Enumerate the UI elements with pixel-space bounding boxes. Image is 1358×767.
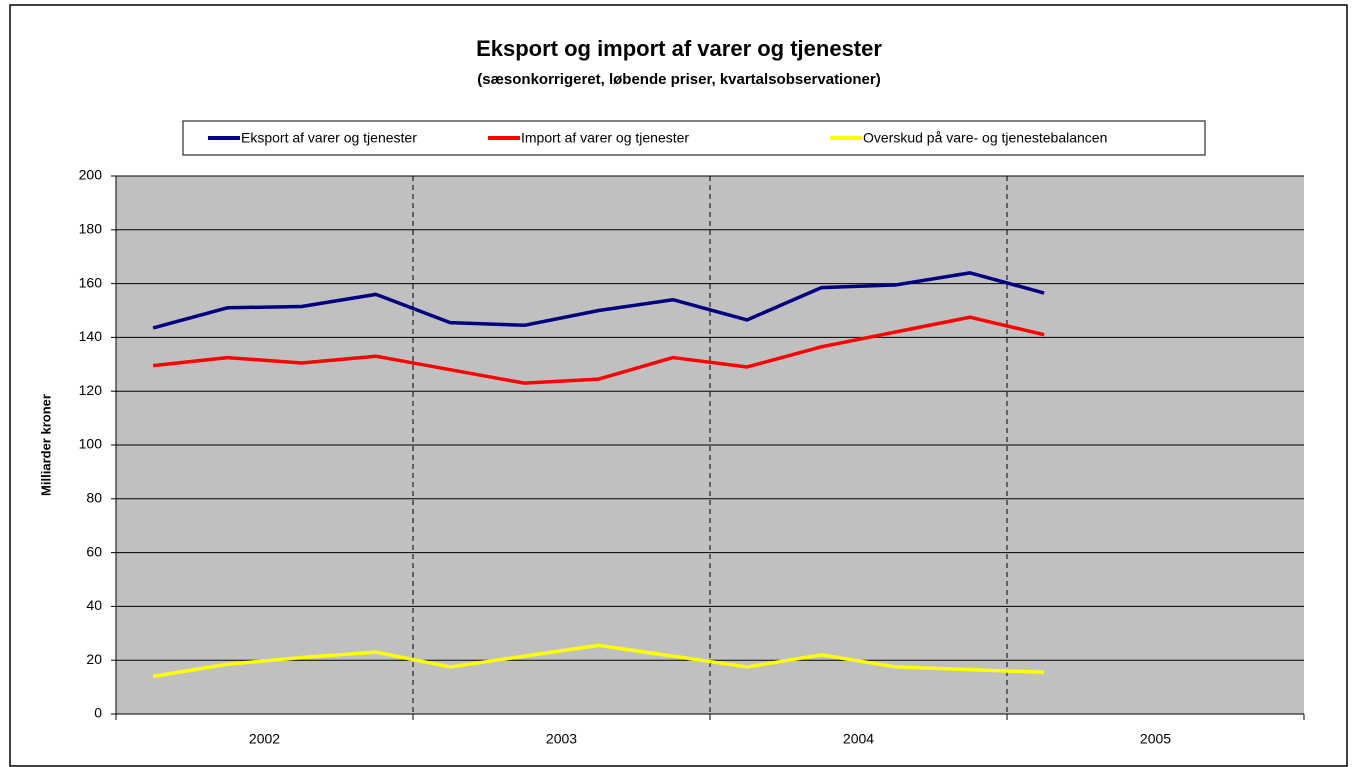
y-tick-label: 20	[86, 651, 102, 667]
legend-label: Eksport af varer og tjenester	[241, 130, 417, 146]
series-line	[152, 643, 1045, 679]
y-tick-label: 0	[94, 705, 102, 721]
y-tick-label: 200	[79, 167, 103, 183]
y-tick-label: 80	[86, 490, 102, 506]
y-tick-label: 40	[86, 597, 102, 613]
legend	[182, 120, 1206, 156]
x-tick-label: 2005	[1140, 731, 1171, 747]
y-tick-label: 100	[79, 436, 103, 452]
legend-label: Overskud på vare- og tjenestebalancen	[863, 130, 1107, 146]
series-line	[152, 315, 1045, 385]
series-line	[152, 271, 1045, 330]
x-tick-label: 2003	[546, 731, 577, 747]
y-tick-label: 180	[79, 221, 103, 237]
x-tick-label: 2002	[249, 731, 280, 747]
y-tick-label: 160	[79, 274, 103, 290]
y-tick-label: 120	[79, 382, 103, 398]
chart-subtitle: (sæsonkorrigeret, løbende priser, kvarta…	[477, 71, 880, 88]
x-tick-label: 2004	[843, 731, 874, 747]
legend-label: Import af varer og tjenester	[521, 130, 689, 146]
chart-title: Eksport og import af varer og tjenester	[476, 36, 882, 61]
y-tick-label: 60	[86, 543, 102, 559]
y-axis-label: Milliarder kroner	[38, 394, 53, 496]
y-tick-label: 140	[79, 328, 103, 344]
